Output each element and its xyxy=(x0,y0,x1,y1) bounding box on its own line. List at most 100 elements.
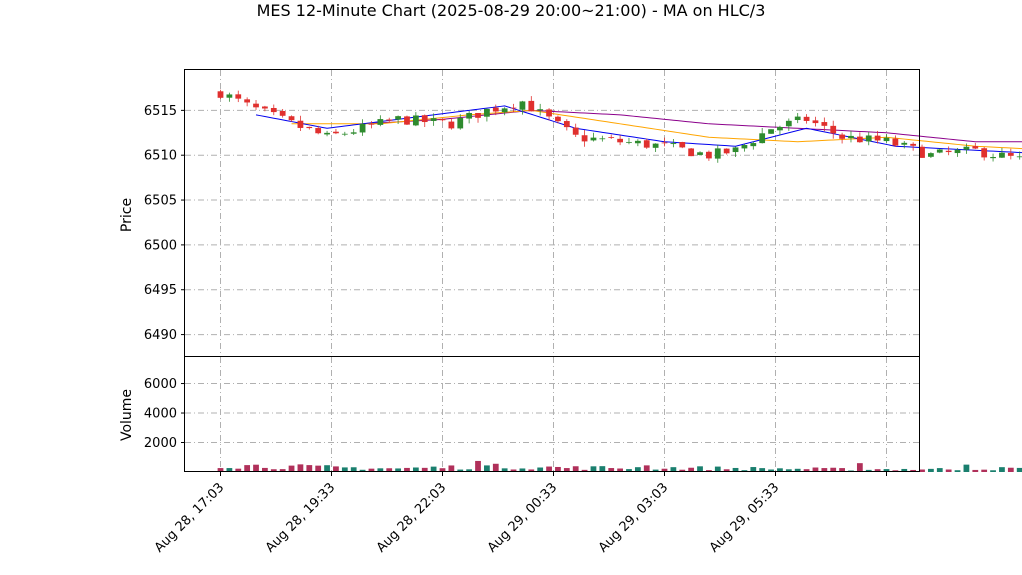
candle-body xyxy=(936,149,943,153)
candle-body xyxy=(492,107,499,112)
volume-bar xyxy=(306,465,313,472)
candle-body xyxy=(262,106,268,109)
volume-bar xyxy=(599,466,606,472)
candle-body xyxy=(501,108,508,113)
volume-bar xyxy=(404,467,410,472)
x-tick-label: Aug 29, 03:03 xyxy=(596,480,672,556)
volume-bar xyxy=(1007,467,1014,472)
volume-bar xyxy=(377,468,384,472)
candle-body xyxy=(670,143,677,145)
volume-bar xyxy=(386,468,393,472)
candle-body xyxy=(475,113,481,118)
volume-bar xyxy=(297,464,304,472)
volume-bar xyxy=(421,467,428,472)
volume-bar xyxy=(537,467,544,472)
price-gridlines xyxy=(185,70,920,357)
volume-bar xyxy=(723,469,730,472)
volume-bar xyxy=(546,466,552,472)
candle-body xyxy=(572,127,579,135)
candle-body xyxy=(306,126,313,129)
volume-bar xyxy=(315,465,322,472)
volume-bar xyxy=(253,464,259,472)
candle-body xyxy=(288,116,295,121)
candle-body xyxy=(821,122,828,126)
volume-bar xyxy=(466,469,473,472)
volume-bar xyxy=(572,466,579,472)
volume-bar xyxy=(484,465,490,472)
volume-bar xyxy=(333,466,339,472)
volume-bar xyxy=(865,469,872,472)
volume-bar xyxy=(492,463,499,472)
candle-body xyxy=(599,138,606,140)
volume-bar xyxy=(750,467,757,472)
candle-body xyxy=(421,115,428,123)
volume-bar xyxy=(217,468,224,472)
volume-tick-label: 4000 xyxy=(144,407,177,422)
candle-body xyxy=(777,126,783,131)
candle-body xyxy=(643,140,650,148)
candle-body xyxy=(590,137,597,141)
candle-body xyxy=(457,117,464,129)
candle-body xyxy=(510,107,517,109)
candle-body xyxy=(892,138,899,146)
candle-body xyxy=(652,143,659,148)
candle-body xyxy=(688,148,695,157)
chart-title: MES 12-Minute Chart (2025-08-29 20:00~21… xyxy=(257,1,766,20)
volume-bar xyxy=(945,469,952,472)
volume-bar xyxy=(981,469,988,472)
candle-body xyxy=(750,143,757,147)
x-tick-label: Aug 29, 05:33 xyxy=(707,480,783,556)
x-tick-label: Aug 28, 22:03 xyxy=(374,480,450,556)
candle-body xyxy=(874,135,881,141)
volume-bar xyxy=(341,467,348,472)
volume-bar xyxy=(475,460,481,472)
candle-body xyxy=(1007,152,1014,156)
candle-body xyxy=(768,129,774,134)
volume-bar xyxy=(874,469,881,472)
volume-bar xyxy=(510,469,517,472)
x-tick-label: Aug 28, 17:03 xyxy=(152,480,228,556)
candle-body xyxy=(430,118,437,121)
volume-bar xyxy=(936,468,943,472)
candle-body xyxy=(359,123,366,133)
volume-bar xyxy=(430,466,437,472)
candle-body xyxy=(315,128,322,134)
candle-body xyxy=(563,121,570,128)
volume-bar xyxy=(555,466,561,472)
volume-bar xyxy=(235,468,242,472)
candle-body xyxy=(412,115,419,126)
volume-gridlines xyxy=(185,357,920,472)
volume-bar xyxy=(359,469,366,472)
volume-bar xyxy=(439,468,446,472)
moving-average-lines xyxy=(255,105,1022,154)
volume-bar xyxy=(839,468,845,472)
candle-body xyxy=(439,118,446,121)
candle-body xyxy=(999,152,1005,158)
volume-bar xyxy=(262,467,268,472)
volume-bar xyxy=(688,467,695,472)
ma-slow-line xyxy=(362,109,1022,143)
price-axis-label: Price xyxy=(119,198,135,232)
volume-panel-frame xyxy=(184,356,920,472)
volume-bar xyxy=(999,467,1005,472)
candle-body xyxy=(324,132,330,135)
candle-body xyxy=(919,146,925,158)
volume-bar xyxy=(634,467,641,472)
candle-body xyxy=(581,135,588,142)
volume-bar xyxy=(395,468,401,472)
volume-bar xyxy=(821,468,828,472)
volume-bar xyxy=(581,469,588,472)
volume-bar xyxy=(528,469,535,472)
candle-body xyxy=(928,153,934,157)
candle-body xyxy=(830,125,837,134)
volume-bar xyxy=(590,466,597,472)
volume-bar xyxy=(794,468,801,472)
volume-bar xyxy=(732,467,739,472)
candle-body xyxy=(537,109,544,111)
price-tick-label: 6490 xyxy=(144,328,177,343)
volume-series xyxy=(217,460,1022,472)
candle-body xyxy=(226,94,233,98)
candle-body xyxy=(235,94,242,99)
price-tick-label: 6515 xyxy=(144,104,177,119)
